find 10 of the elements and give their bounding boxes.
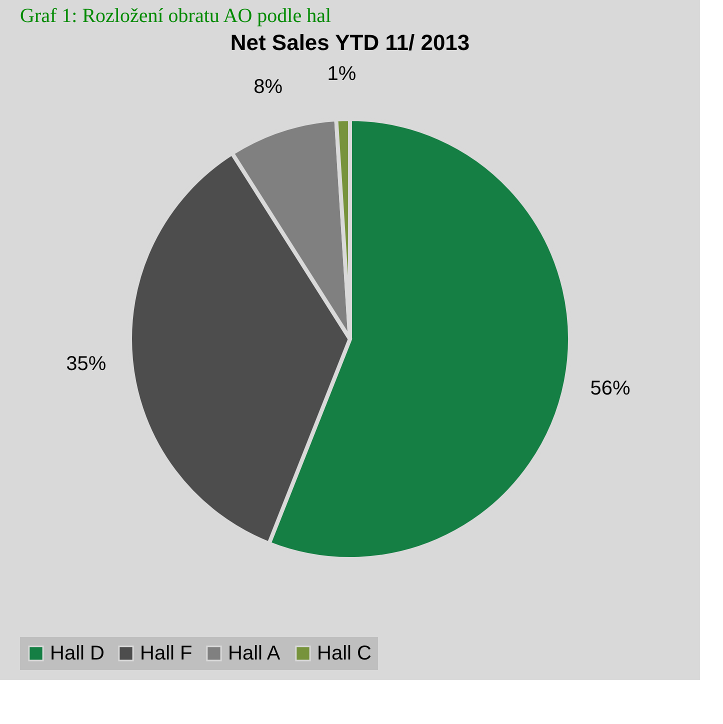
legend-label: Hall C xyxy=(317,642,372,664)
data-label: 1% xyxy=(327,63,356,86)
data-label: 8% xyxy=(254,76,283,98)
chart-title: Net Sales YTD 11/ 2013 xyxy=(230,30,470,55)
text: Graf 1: Rozložení obratu AO podle hal xyxy=(20,5,332,27)
legend-label: Hall A xyxy=(228,642,281,664)
legend-label: Hall F xyxy=(140,642,192,664)
data-label: 56% xyxy=(590,378,631,400)
legend-label: Hall D xyxy=(50,642,104,664)
data-label: 35% xyxy=(66,352,106,375)
